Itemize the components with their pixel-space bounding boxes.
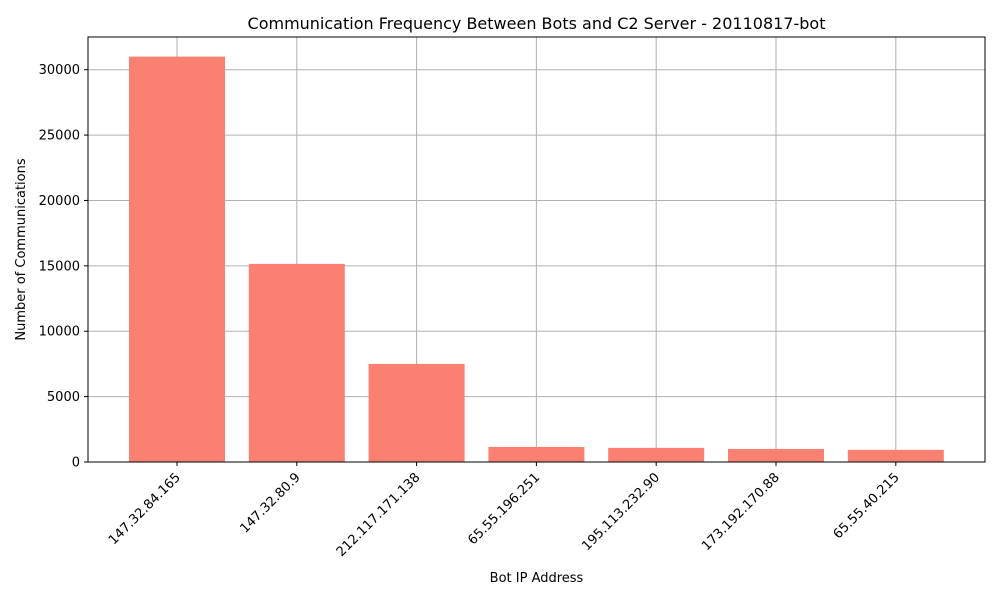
bar-147-32-84-165: [129, 56, 225, 462]
y-tick-label: 30000: [39, 63, 80, 78]
y-tick-label: 10000: [39, 325, 80, 340]
bar-195-113-232-90: [608, 447, 705, 462]
y-tick-label: 20000: [39, 194, 80, 209]
bar-173-192-170-88: [728, 448, 824, 462]
chart-title: Communication Frequency Between Bots and…: [248, 14, 826, 33]
y-axis-ticks: 0 5000 10000 15000 20000 25000 30000: [39, 63, 88, 471]
x-axis-label: Bot IP Address: [490, 571, 584, 586]
bar-65-55-40-215: [847, 449, 944, 462]
y-tick-label: 5000: [47, 390, 80, 405]
y-tick-label: 15000: [39, 259, 80, 274]
bars: [129, 56, 944, 462]
bar-65-55-196-251: [488, 446, 585, 462]
y-tick-label: 25000: [39, 129, 80, 144]
y-tick-label: 0: [72, 456, 80, 471]
y-axis-label: Number of Communications: [14, 158, 29, 340]
bar-147-32-80-9: [248, 263, 345, 462]
bar-212-117-171-138: [368, 363, 465, 462]
